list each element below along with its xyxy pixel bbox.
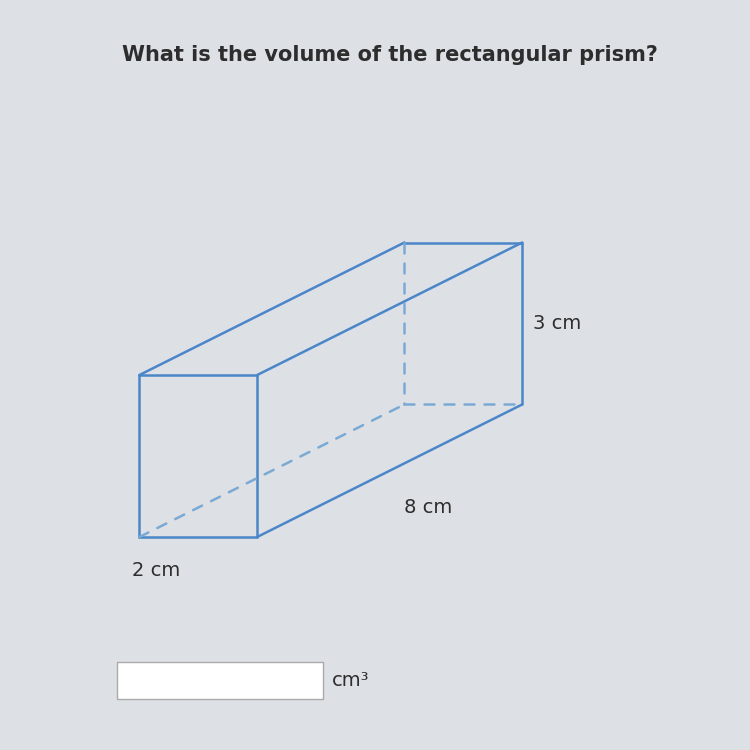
Text: 2 cm: 2 cm [132, 560, 180, 580]
Text: What is the volume of the rectangular prism?: What is the volume of the rectangular pr… [122, 45, 658, 64]
Text: 3 cm: 3 cm [533, 314, 581, 333]
Text: 8 cm: 8 cm [404, 498, 453, 517]
Text: cm³: cm³ [332, 671, 370, 690]
FancyBboxPatch shape [117, 662, 323, 699]
